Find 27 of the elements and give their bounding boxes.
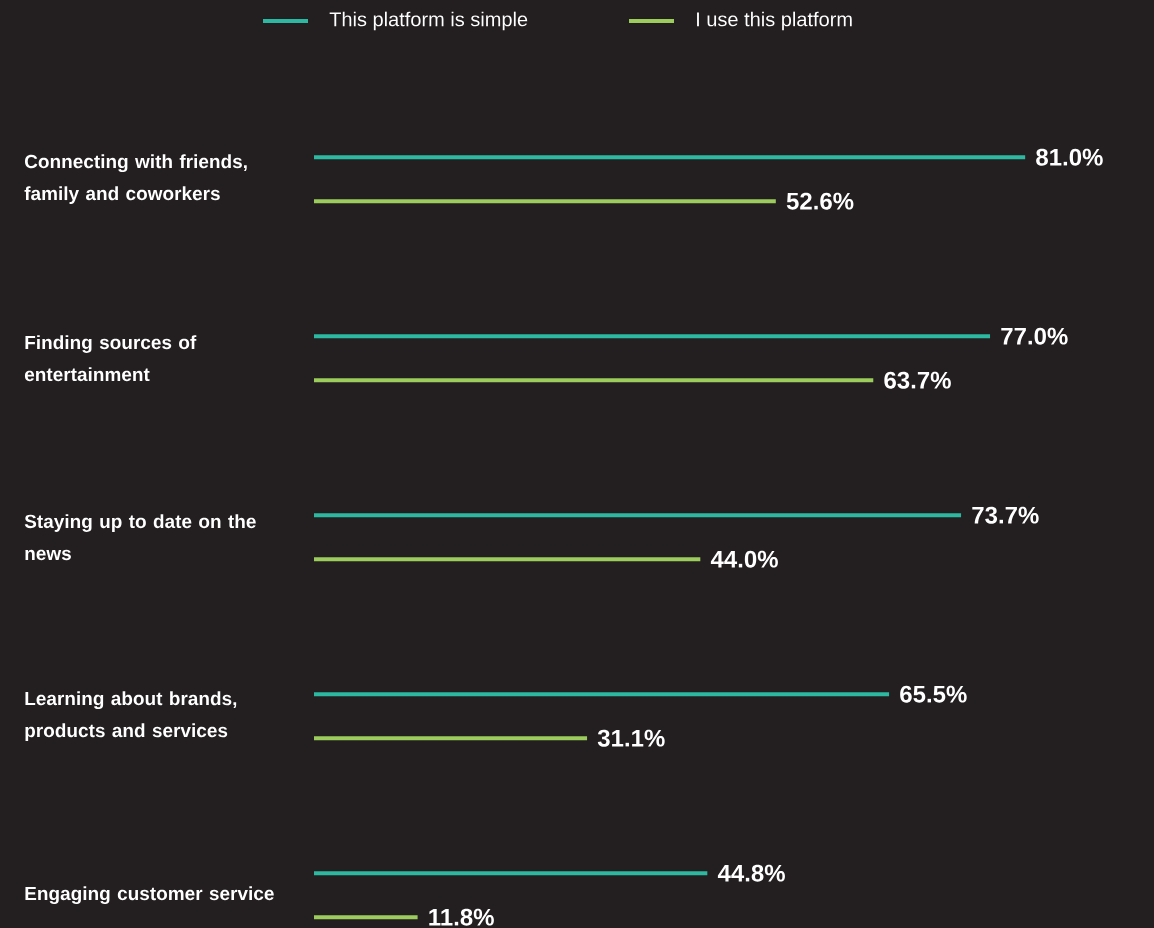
y-tick-label: Finding sources of entertainment	[24, 335, 197, 382]
data-label: 63.7%	[884, 371, 951, 389]
bar	[314, 199, 776, 204]
y-tick-label: Staying up to date on the news	[24, 514, 256, 561]
data-label: 65.5%	[900, 685, 967, 703]
data-label: 31.1%	[597, 729, 665, 747]
data-label: 44.0%	[710, 550, 778, 568]
bar	[314, 871, 708, 876]
data-label: 81.0%	[1036, 148, 1103, 166]
y-tick-label: Learning about brands, products and services	[25, 691, 237, 741]
bar	[314, 692, 890, 697]
y-tick-label: Engaging customer service	[25, 886, 274, 905]
bar	[314, 378, 874, 383]
bar	[314, 513, 962, 518]
bar	[314, 915, 418, 920]
bar	[314, 736, 588, 741]
data-label: 73.7%	[972, 506, 1039, 524]
data-label: 11.8%	[429, 908, 494, 926]
legend-label: I use this platform	[697, 11, 852, 31]
bar	[314, 557, 701, 562]
bar	[314, 334, 991, 339]
data-label: 77.0%	[1001, 327, 1068, 345]
data-label: 52.6%	[786, 192, 854, 210]
legend-label: This platform is simple	[329, 11, 528, 31]
bar	[314, 155, 1026, 160]
y-tick-label: Connecting with friends, family and coworkers	[24, 154, 247, 204]
data-label: 44.8%	[717, 864, 785, 882]
